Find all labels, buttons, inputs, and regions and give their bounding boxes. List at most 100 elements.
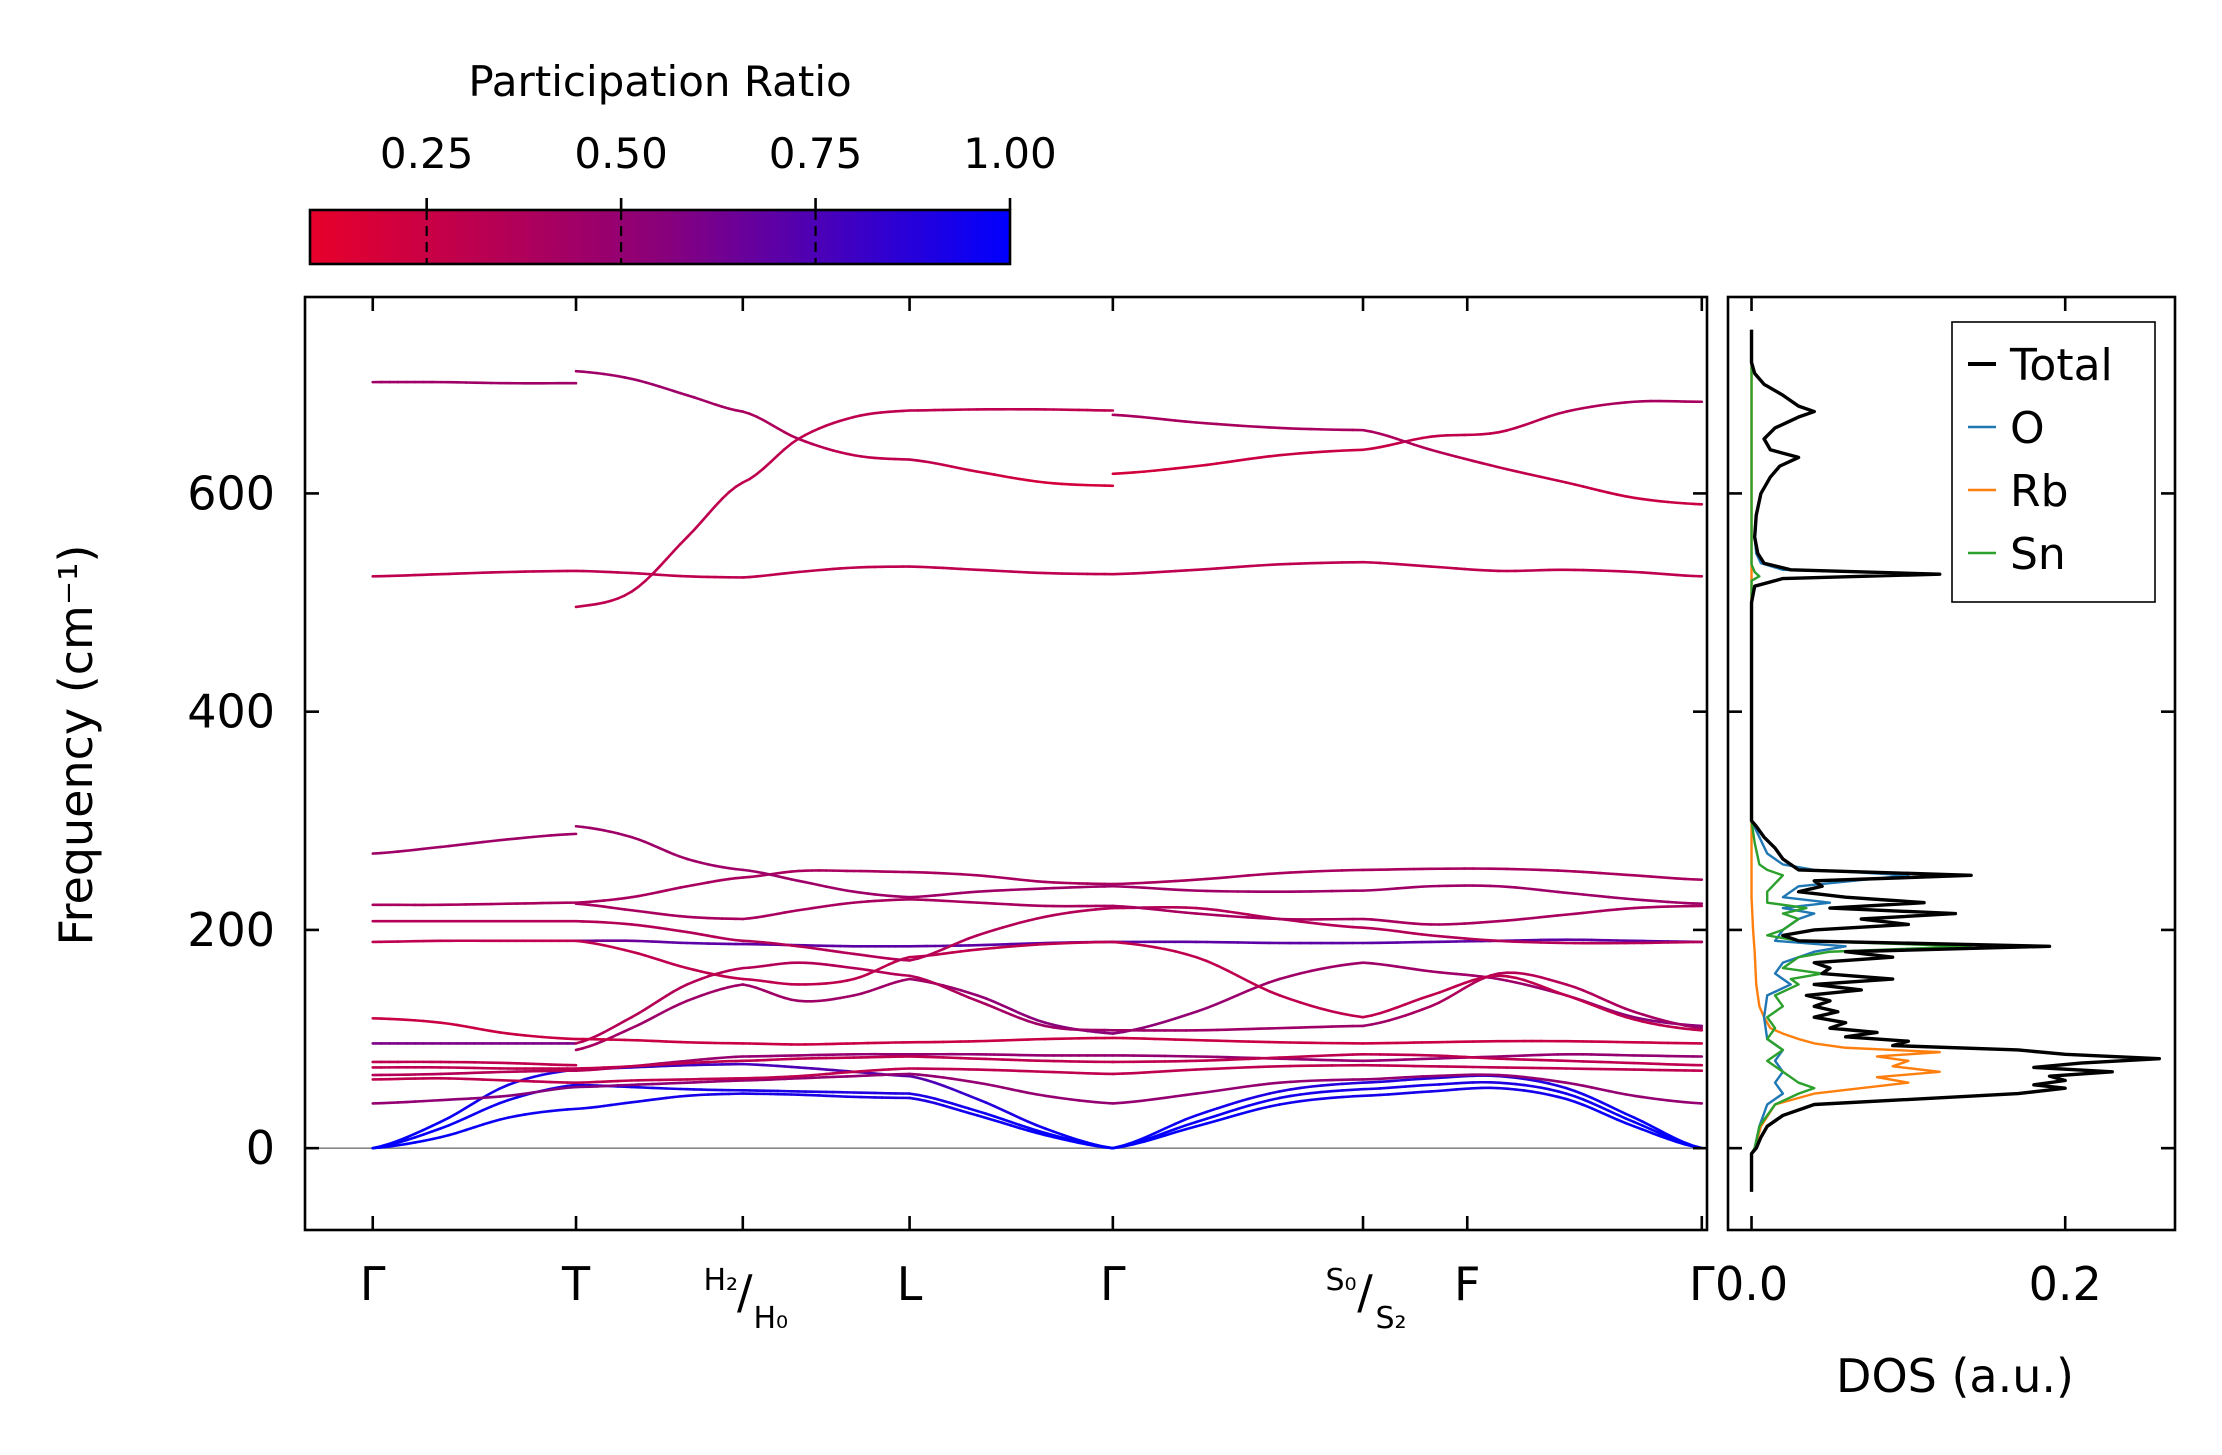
band-piece: [506, 837, 519, 841]
band-piece: [1471, 921, 1483, 925]
band-piece: [1564, 1092, 1577, 1098]
band-piece: [490, 1087, 502, 1095]
band-piece: [1395, 1091, 1407, 1096]
band-piece: [916, 978, 928, 984]
band-piece: [1446, 1075, 1458, 1079]
band-piece: [1607, 1104, 1619, 1112]
band-piece: [1142, 469, 1156, 473]
band-piece: [1497, 1081, 1509, 1085]
band-piece: [422, 1130, 434, 1136]
band-piece: [984, 874, 996, 879]
band-piece: [933, 1097, 945, 1103]
band-piece: [1497, 974, 1509, 978]
band-piece: [1288, 1079, 1302, 1084]
band-piece: [473, 1096, 485, 1100]
band-piece: [916, 1093, 928, 1098]
band-piece: [1412, 1090, 1424, 1094]
phonon-band: [371, 1107, 578, 1150]
band-piece: [976, 1114, 988, 1120]
band-piece: [1174, 1093, 1188, 1098]
band-piece: [1267, 1096, 1281, 1102]
band-piece: [1111, 940, 1125, 945]
band-piece: [1514, 1074, 1526, 1079]
band-piece: [1429, 970, 1441, 974]
band-piece: [1247, 564, 1261, 568]
band-piece: [1624, 494, 1636, 500]
band-piece: [1184, 878, 1198, 882]
band-piece: [1121, 414, 1135, 418]
band-piece: [1454, 972, 1466, 977]
band-piece: [1247, 873, 1261, 877]
band-piece: [1615, 1091, 1627, 1096]
band-piece: [1505, 918, 1517, 922]
band-piece: [1184, 952, 1198, 959]
band-piece: [1607, 895, 1619, 900]
band-piece: [644, 1016, 654, 1023]
band-piece: [651, 998, 661, 1006]
band-piece: [1395, 886, 1407, 890]
band-piece: [1174, 950, 1188, 956]
band-piece: [1184, 1010, 1198, 1017]
band-piece: [1001, 474, 1013, 479]
band-piece: [1299, 1085, 1313, 1090]
band-piece: [1142, 571, 1156, 575]
band-piece: [1607, 1114, 1619, 1121]
band-piece: [1018, 1126, 1030, 1132]
band-piece: [506, 1080, 519, 1087]
band-piece: [1340, 1081, 1354, 1086]
band-piece: [1658, 1131, 1670, 1139]
band-piece: [1581, 405, 1593, 410]
band-piece: [685, 528, 696, 539]
band-piece: [1361, 926, 1373, 930]
band-piece: [1009, 1088, 1021, 1093]
band-piece: [1009, 1112, 1021, 1120]
band-piece: [1215, 998, 1229, 1006]
band-piece: [1581, 989, 1593, 996]
band-piece: [1590, 909, 1602, 914]
band-segment-S2-F-Gamma: [1361, 399, 1704, 1150]
band-piece: [1437, 988, 1450, 994]
band-piece: [1026, 917, 1038, 922]
band-piece: [984, 471, 996, 476]
band-piece: [1236, 1110, 1250, 1116]
band-piece: [908, 1096, 920, 1101]
band-piece: [413, 1133, 425, 1139]
band-piece: [1205, 421, 1219, 426]
band-piece: [1299, 1001, 1313, 1008]
band-piece: [1624, 1015, 1636, 1021]
band-piece: [1043, 1094, 1055, 1099]
band-piece: [1539, 888, 1551, 893]
band-piece: [1488, 974, 1500, 978]
colorbar-tick-label: 0.75: [769, 129, 863, 178]
band-piece: [1581, 1103, 1593, 1110]
band-piece: [1581, 1084, 1593, 1089]
band-piece: [1624, 1093, 1636, 1098]
band-piece: [1641, 1095, 1653, 1100]
band-piece: [549, 1036, 561, 1040]
band-piece: [498, 838, 510, 842]
band-piece: [1437, 1075, 1450, 1080]
band-piece: [413, 1019, 425, 1023]
band-piece: [1094, 907, 1106, 911]
band-piece: [1121, 941, 1135, 946]
band-piece: [950, 950, 962, 954]
band-piece: [515, 1113, 527, 1118]
band-piece: [1429, 1001, 1441, 1008]
dos-curves: [1749, 329, 2162, 1192]
band-piece: [1194, 1090, 1208, 1095]
band-piece: [1649, 1131, 1661, 1138]
band-piece: [1531, 973, 1543, 979]
band-piece: [1299, 1098, 1313, 1103]
band-piece: [1404, 931, 1416, 935]
band-piece: [1215, 1110, 1229, 1117]
band-piece: [1132, 571, 1146, 575]
band-piece: [1522, 972, 1534, 977]
band-piece: [1522, 1083, 1534, 1088]
band-piece: [1077, 1138, 1089, 1144]
band-piece: [1257, 985, 1271, 993]
band-piece: [540, 1071, 552, 1077]
band-piece: [1505, 1087, 1517, 1091]
band-piece: [532, 1110, 544, 1115]
dos-series-sn: [1750, 329, 1973, 1192]
band-piece: [1522, 886, 1534, 891]
